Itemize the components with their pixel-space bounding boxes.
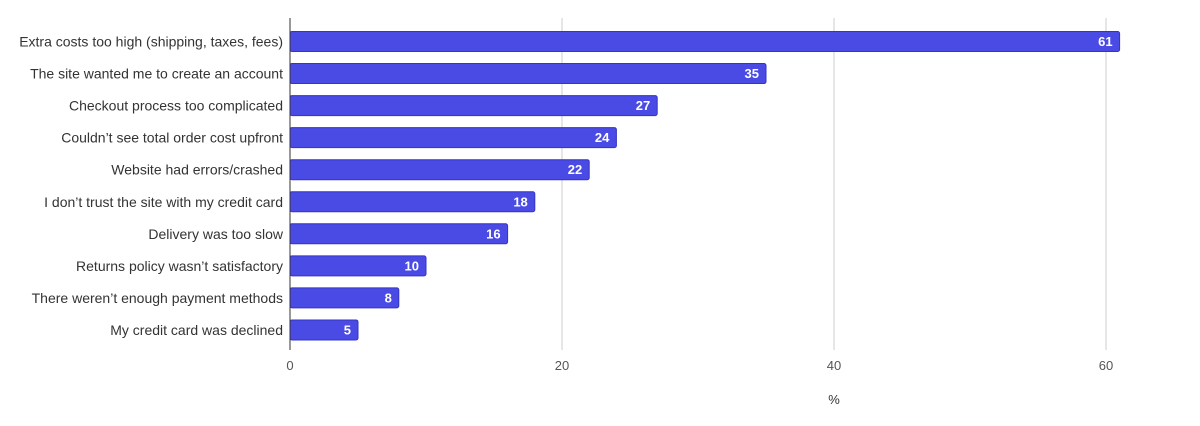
category-label: There weren’t enough payment methods — [32, 290, 283, 306]
x-tick-label: 0 — [286, 358, 293, 373]
category-labels: Extra costs too high (shipping, taxes, f… — [19, 34, 284, 338]
bar — [289, 191, 536, 213]
bar — [289, 95, 658, 117]
category-label: Extra costs too high (shipping, taxes, f… — [19, 34, 283, 50]
bar — [289, 63, 767, 85]
data-label: 27 — [636, 98, 650, 113]
bar — [289, 223, 509, 245]
category-label: Couldn’t see total order cost upfront — [61, 130, 283, 146]
category-label: The site wanted me to create an account — [30, 66, 283, 82]
bar — [289, 127, 617, 149]
category-label: Checkout process too complicated — [69, 98, 283, 114]
x-tick-labels: 0 20 40 60 — [286, 358, 1113, 373]
data-label: 22 — [568, 162, 582, 177]
category-label: My credit card was declined — [110, 322, 283, 338]
bar — [289, 159, 590, 181]
data-label: 8 — [385, 290, 392, 305]
bar — [289, 31, 1121, 52]
data-label: 16 — [486, 226, 500, 241]
bars: 61 35 27 24 22 18 16 10 8 5 — [289, 31, 1121, 341]
x-tick-label: 60 — [1099, 358, 1113, 373]
category-label: Website had errors/crashed — [111, 162, 283, 178]
category-label: I don’t trust the site with my credit ca… — [44, 194, 283, 210]
x-tick-label: 20 — [555, 358, 569, 373]
category-label: Delivery was too slow — [148, 226, 283, 242]
data-label: 61 — [1098, 34, 1112, 49]
data-label: 35 — [745, 66, 759, 81]
x-tick-label: 40 — [827, 358, 841, 373]
bar — [289, 287, 400, 309]
category-label: Returns policy wasn’t satisfactory — [76, 258, 283, 274]
data-label: 18 — [513, 194, 527, 209]
x-axis-title: % — [828, 392, 840, 407]
data-label: 5 — [344, 322, 351, 337]
data-label: 10 — [405, 258, 419, 273]
data-label: 24 — [595, 130, 610, 145]
